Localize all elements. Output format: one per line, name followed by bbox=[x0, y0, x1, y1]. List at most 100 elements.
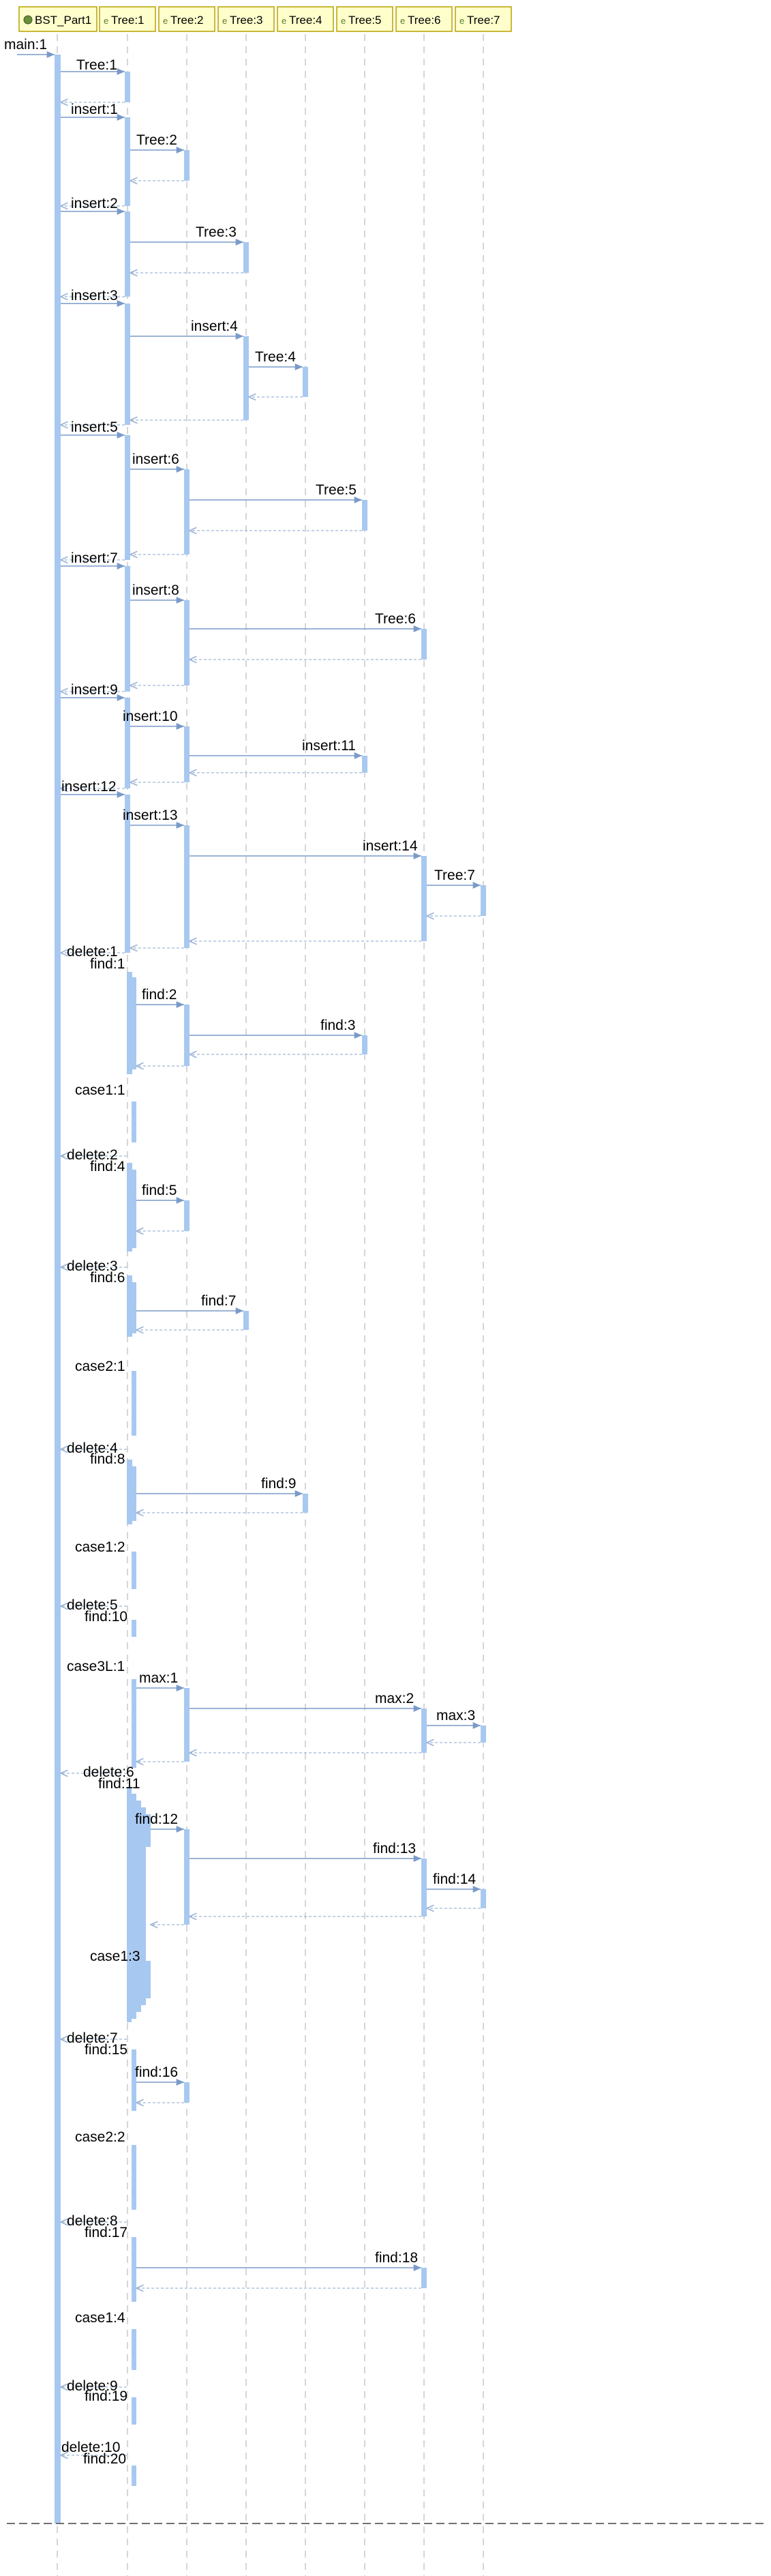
participant-tree1[interactable]: e Tree:1 bbox=[99, 6, 156, 32]
activation-bar bbox=[125, 304, 130, 425]
message-label: delete:10 bbox=[61, 2440, 120, 2455]
activation-bar bbox=[125, 566, 130, 692]
activation-bar bbox=[125, 211, 130, 297]
object-icon: e bbox=[222, 16, 227, 26]
message-label: case2:2 bbox=[75, 2129, 125, 2145]
message-label: insert:8 bbox=[132, 582, 179, 598]
message-label: delete:9 bbox=[67, 2378, 118, 2394]
activation-bar bbox=[132, 2329, 136, 2370]
message-label: insert:7 bbox=[71, 550, 118, 566]
object-icon: e bbox=[104, 16, 108, 26]
activation-bar bbox=[132, 1620, 136, 1637]
activation-bar bbox=[184, 2082, 190, 2103]
message-label: find:19 bbox=[85, 2388, 127, 2404]
message-label: find:15 bbox=[85, 2042, 127, 2058]
activation-bar bbox=[184, 726, 190, 782]
activation-bar bbox=[421, 1859, 427, 1916]
message-label: delete:8 bbox=[67, 2213, 118, 2229]
message-label: insert:10 bbox=[123, 709, 178, 724]
activation-bar bbox=[132, 2237, 136, 2302]
participant-label: BST_Part1 bbox=[35, 14, 91, 27]
message-label: find:9 bbox=[261, 1476, 296, 1492]
message-label: find:2 bbox=[142, 987, 177, 1003]
object-icon: e bbox=[163, 16, 168, 26]
return-arrows bbox=[61, 102, 481, 2455]
activation-bar bbox=[421, 629, 427, 660]
message-label: find:3 bbox=[320, 1018, 355, 1033]
message-label: delete:7 bbox=[67, 2030, 118, 2046]
activation-bar bbox=[136, 1801, 141, 2012]
participant-tree5[interactable]: e Tree:5 bbox=[336, 6, 393, 32]
participant-tree7[interactable]: e Tree:7 bbox=[455, 6, 512, 32]
message-label: delete:4 bbox=[67, 1440, 118, 1456]
message-label: insert:13 bbox=[123, 808, 178, 823]
message-label: find:13 bbox=[373, 1841, 416, 1856]
activation-bar bbox=[184, 1829, 190, 1925]
message-label: find:11 bbox=[98, 1776, 140, 1792]
message-label: delete:2 bbox=[67, 1147, 118, 1163]
participant-headers: BST_Part1 e Tree:1 e Tree:2 e Tree:3 e T… bbox=[18, 6, 512, 32]
participant-label: Tree:4 bbox=[289, 14, 322, 27]
activation-bars bbox=[55, 55, 486, 2523]
activation-bar bbox=[125, 72, 130, 102]
activation-bar bbox=[421, 856, 427, 941]
activation-bar bbox=[146, 1814, 151, 1847]
message-label: insert:1 bbox=[71, 102, 118, 117]
message-label: insert:4 bbox=[191, 319, 238, 334]
activation-bar bbox=[132, 1466, 136, 1521]
activation-bar bbox=[362, 1035, 367, 1054]
participant-label: Tree:5 bbox=[348, 14, 382, 27]
activation-bar bbox=[481, 1726, 486, 1743]
activation-bar bbox=[184, 469, 190, 554]
message-label: Tree:6 bbox=[375, 611, 416, 627]
message-label: find:6 bbox=[90, 1270, 125, 1286]
participant-label: Tree:2 bbox=[170, 14, 204, 27]
participant-tree3[interactable]: e Tree:3 bbox=[217, 6, 275, 32]
message-label: insert:5 bbox=[71, 419, 118, 435]
activation-bar bbox=[243, 242, 249, 273]
participant-tree6[interactable]: e Tree:6 bbox=[395, 6, 453, 32]
message-label: find:10 bbox=[85, 1609, 127, 1625]
message-label: find:17 bbox=[85, 2225, 127, 2240]
message-label: find:7 bbox=[201, 1293, 236, 1309]
activation-bar bbox=[132, 2145, 136, 2210]
message-label: find:18 bbox=[375, 2250, 418, 2266]
message-label: Tree:2 bbox=[136, 132, 177, 148]
message-label: case2:1 bbox=[75, 1359, 125, 1374]
lifelines bbox=[57, 34, 484, 2576]
message-label: find:14 bbox=[433, 1871, 476, 1887]
activation-bar bbox=[132, 2049, 136, 2111]
activation-bar bbox=[132, 1282, 136, 1333]
message-label: case1:1 bbox=[75, 1082, 125, 1098]
participant-tree4[interactable]: e Tree:4 bbox=[277, 6, 334, 32]
activation-bar bbox=[481, 885, 486, 916]
activation-bar bbox=[125, 795, 130, 953]
message-label: max:2 bbox=[375, 1691, 414, 1706]
activation-bar bbox=[127, 1460, 132, 1524]
activation-bar bbox=[132, 2466, 136, 2486]
activation-bar bbox=[243, 1311, 249, 1330]
message-label: Tree:5 bbox=[316, 482, 357, 498]
message-label: delete:3 bbox=[67, 1258, 118, 1274]
message-label: insert:11 bbox=[302, 738, 356, 754]
activation-bar bbox=[362, 756, 367, 773]
message-label: find:4 bbox=[90, 1159, 125, 1174]
activation-bar bbox=[146, 1961, 151, 1998]
participant-tree2[interactable]: e Tree:2 bbox=[158, 6, 215, 32]
participant-bst-part1[interactable]: BST_Part1 bbox=[18, 6, 97, 32]
message-label: Tree:3 bbox=[196, 224, 237, 240]
activation-bar bbox=[132, 1552, 136, 1589]
activation-bar bbox=[127, 1163, 132, 1252]
activation-bar bbox=[127, 1275, 132, 1337]
activation-bar bbox=[421, 1708, 427, 1753]
activation-bar bbox=[421, 2268, 427, 2288]
message-label: Tree:4 bbox=[255, 349, 296, 365]
message-label: max:1 bbox=[139, 1670, 178, 1686]
activation-bar bbox=[125, 117, 130, 206]
message-label: Tree:1 bbox=[76, 57, 117, 73]
activation-bar bbox=[132, 1794, 136, 2019]
message-label: insert:3 bbox=[71, 288, 118, 304]
message-label: insert:9 bbox=[71, 682, 118, 698]
activation-bar bbox=[184, 1200, 190, 1231]
